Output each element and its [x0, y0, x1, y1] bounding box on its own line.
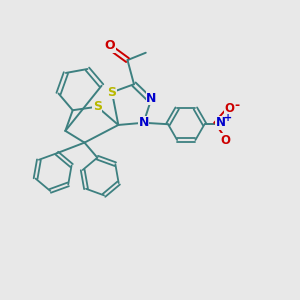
Text: N: N — [138, 116, 149, 129]
Text: N: N — [216, 116, 226, 129]
Text: -: - — [235, 100, 240, 112]
Text: O: O — [220, 134, 230, 147]
Text: +: + — [224, 113, 232, 123]
Text: N: N — [146, 92, 157, 105]
Text: S: S — [93, 100, 102, 113]
Text: S: S — [107, 86, 116, 99]
Text: O: O — [104, 40, 115, 52]
Text: O: O — [225, 102, 235, 116]
